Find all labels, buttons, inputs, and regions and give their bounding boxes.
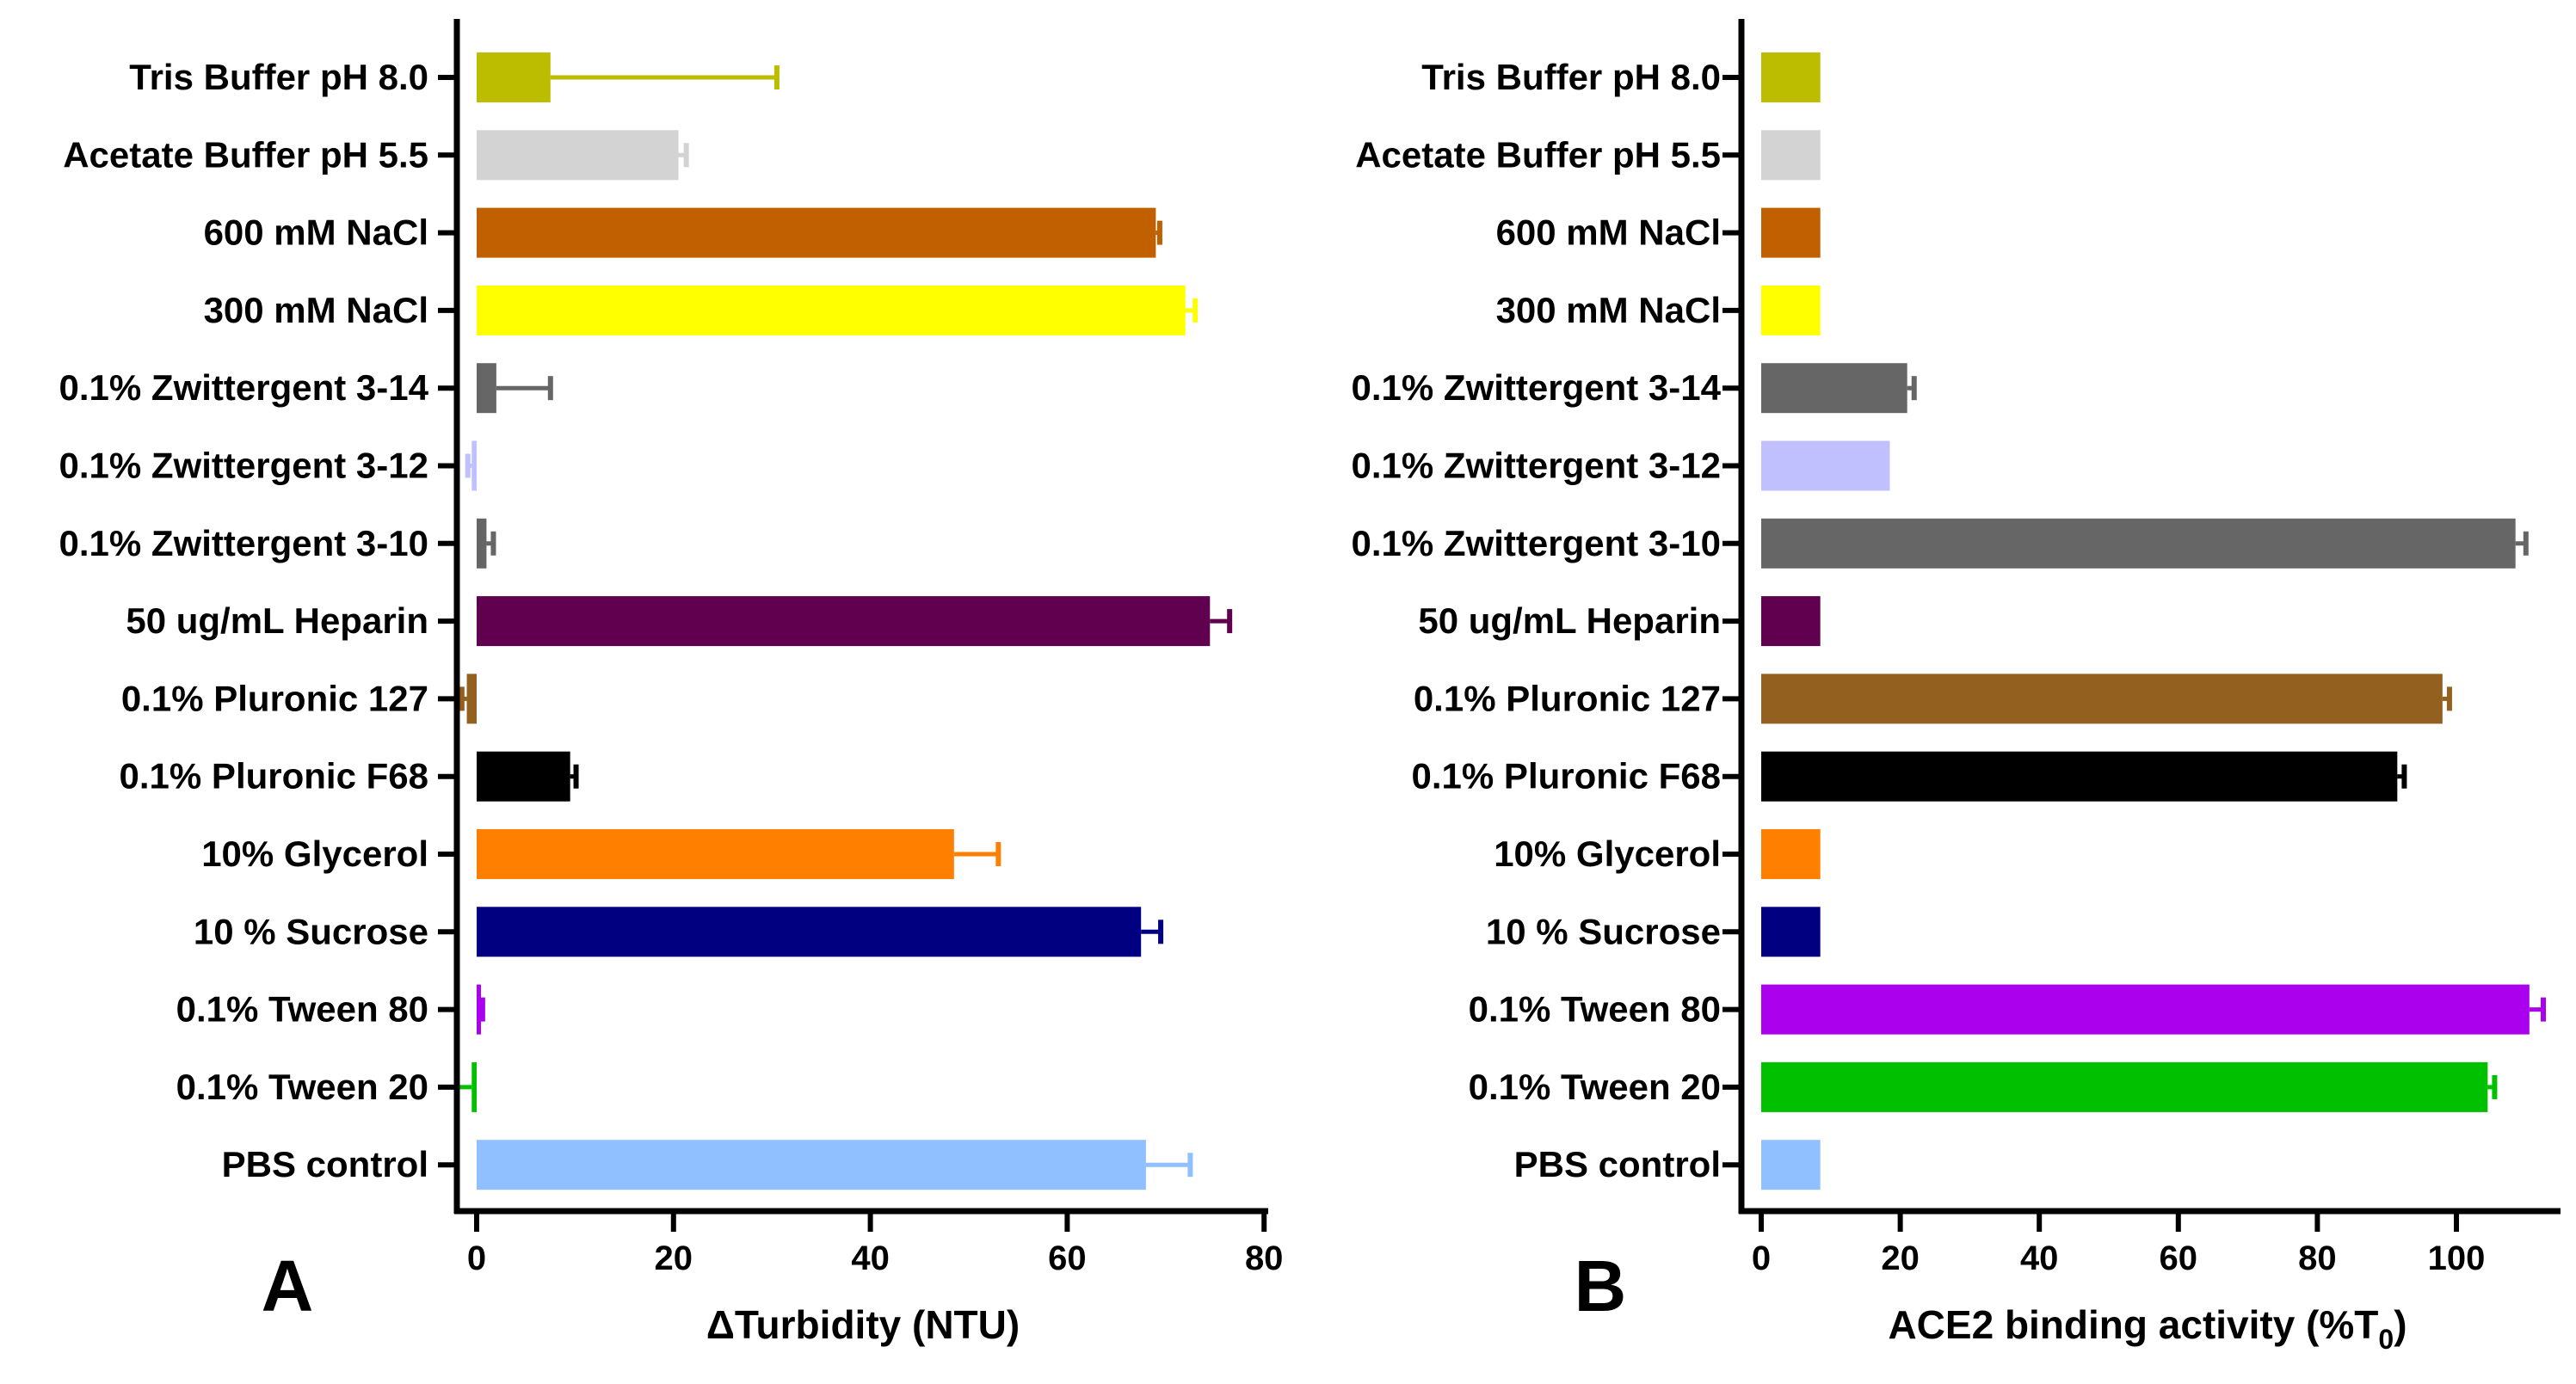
category-label: Tris Buffer pH 8.0 bbox=[129, 57, 428, 97]
category-label: 10% Glycerol bbox=[1494, 833, 1721, 874]
category-label: 50 ug/mL Heparin bbox=[126, 600, 428, 641]
x-tick-label: 100 bbox=[2428, 1239, 2486, 1277]
x-axis-label: ACE2 binding activity (%T0) bbox=[1888, 1302, 2407, 1355]
category-label: 0.1% Zwittergent 3-14 bbox=[59, 367, 429, 408]
x-axis-label: ΔTurbidity (NTU) bbox=[706, 1302, 1020, 1347]
category-label: 0.1% Pluronic 127 bbox=[121, 678, 428, 718]
bar bbox=[1761, 1140, 1821, 1190]
category-label: 600 mM NaCl bbox=[204, 212, 428, 253]
category-label: 0.1% Tween 80 bbox=[176, 989, 428, 1030]
category-label: 0.1% Zwittergent 3-12 bbox=[59, 446, 428, 486]
bar bbox=[1761, 285, 1821, 335]
panel-a-turbidity-chart: Tris Buffer pH 8.0 Acetate Buffer pH 5.5 6… bbox=[59, 19, 1284, 1347]
category-label: 0.1% Pluronic 127 bbox=[1414, 678, 1721, 718]
category-label: 600 mM NaCl bbox=[1496, 212, 1721, 253]
x-tick-label: 60 bbox=[2160, 1239, 2198, 1277]
bar bbox=[1761, 1061, 2488, 1112]
x-tick-label: 80 bbox=[1245, 1239, 1284, 1277]
category-label: 0.1% Tween 20 bbox=[1469, 1067, 1721, 1107]
bar bbox=[477, 285, 1186, 335]
category-label: 0.1% Zwittergent 3-10 bbox=[59, 523, 428, 563]
category-label: 10 % Sucrose bbox=[1486, 911, 1721, 951]
category-label: 300 mM NaCl bbox=[204, 290, 428, 330]
category-label: 0.1% Pluronic F68 bbox=[120, 756, 428, 797]
category-label: 0.1% Tween 80 bbox=[1469, 989, 1721, 1030]
category-label: Tris Buffer pH 8.0 bbox=[1421, 57, 1721, 97]
x-axis-label-subscript: 0 bbox=[2378, 1324, 2394, 1355]
x-tick-label: 0 bbox=[467, 1239, 486, 1277]
bar bbox=[477, 363, 496, 414]
x-tick-label: 20 bbox=[655, 1239, 693, 1277]
bar bbox=[477, 52, 551, 102]
bar bbox=[477, 829, 954, 879]
category-label: 50 ug/mL Heparin bbox=[1418, 600, 1721, 641]
category-label: PBS control bbox=[222, 1144, 428, 1184]
bar bbox=[477, 907, 1142, 957]
category-label: 10 % Sucrose bbox=[194, 911, 428, 951]
bar bbox=[471, 440, 477, 491]
panel-label: A bbox=[262, 1246, 314, 1326]
category-label: PBS control bbox=[1514, 1144, 1721, 1184]
x-tick-label: 0 bbox=[1752, 1239, 1771, 1277]
bar bbox=[1761, 207, 1821, 258]
bar bbox=[1761, 440, 1890, 491]
x-tick-label: 20 bbox=[1881, 1239, 1920, 1277]
bar bbox=[1761, 829, 1821, 879]
category-label: Acetate Buffer pH 5.5 bbox=[63, 134, 428, 175]
bar bbox=[1761, 751, 2398, 802]
bar bbox=[477, 207, 1156, 258]
category-label: 0.1% Pluronic F68 bbox=[1412, 756, 1721, 797]
category-label: 0.1% Tween 20 bbox=[176, 1067, 428, 1107]
bar bbox=[1761, 130, 1821, 181]
category-label: 10% Glycerol bbox=[201, 833, 428, 874]
bar bbox=[471, 1061, 477, 1112]
bar bbox=[477, 130, 679, 181]
x-tick-label: 80 bbox=[2298, 1239, 2337, 1277]
panel-label: B bbox=[1575, 1246, 1627, 1326]
category-label: Acetate Buffer pH 5.5 bbox=[1355, 134, 1721, 175]
bar bbox=[1761, 518, 2516, 569]
category-label: 0.1% Zwittergent 3-12 bbox=[1352, 446, 1721, 486]
bar bbox=[1761, 674, 2443, 724]
x-tick-label: 40 bbox=[2020, 1239, 2059, 1277]
x-axis-label-suffix: ) bbox=[2394, 1302, 2407, 1347]
x-tick-label: 40 bbox=[851, 1239, 890, 1277]
category-label: 0.1% Zwittergent 3-14 bbox=[1352, 367, 1722, 408]
bar bbox=[1761, 907, 1821, 957]
x-axis-label-main: ACE2 binding activity (%T bbox=[1888, 1302, 2378, 1347]
bar bbox=[1761, 596, 1821, 647]
bar bbox=[1761, 363, 1907, 414]
bar bbox=[1761, 52, 1821, 102]
bar bbox=[477, 751, 570, 802]
panel-b-ace2-binding-chart: Tris Buffer pH 8.0 Acetate Buffer pH 5.5 6… bbox=[1352, 19, 2561, 1355]
bar bbox=[466, 674, 477, 724]
bar bbox=[1761, 984, 2530, 1035]
x-axis-label-main: ΔTurbidity (NTU) bbox=[706, 1302, 1020, 1347]
category-label: 0.1% Zwittergent 3-10 bbox=[1352, 523, 1721, 563]
bar bbox=[477, 518, 487, 569]
category-label: 300 mM NaCl bbox=[1496, 290, 1721, 330]
bar bbox=[477, 596, 1211, 647]
x-tick-label: 60 bbox=[1048, 1239, 1087, 1277]
bar bbox=[477, 1140, 1146, 1190]
